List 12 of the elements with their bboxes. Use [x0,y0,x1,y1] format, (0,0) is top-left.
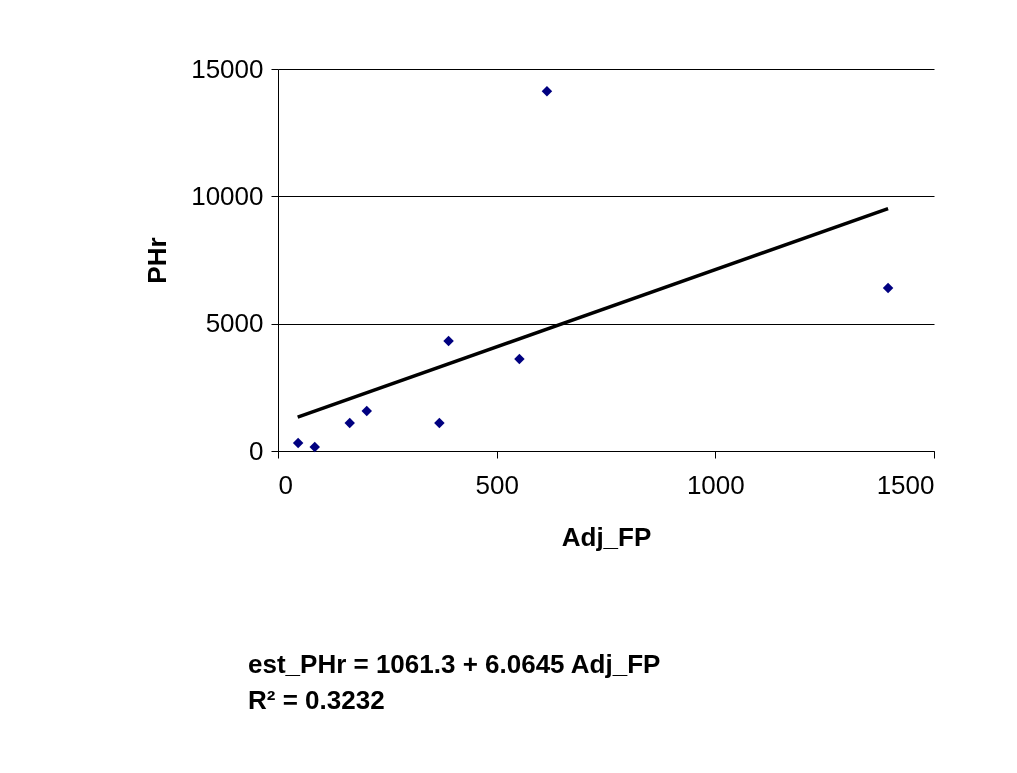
y-tick-label: 10000 [191,180,264,211]
text: est_PHr = 1061.3 + 6.0645 Adj_FP [248,649,661,679]
y-axis-title: PHr [142,237,173,284]
y-tick-label: 0 [249,435,264,466]
x-axis-title: Adj_FP [561,521,652,552]
y-tick-label: 15000 [191,53,264,84]
x-tick-label: 0 [278,469,293,500]
x-tick-label: 500 [475,469,519,500]
y-tick-label: 5000 [205,308,264,339]
x-tick-label: 1500 [876,469,935,500]
text: R² = 0.3232 [248,685,385,715]
x-tick-label: 1000 [686,469,745,500]
